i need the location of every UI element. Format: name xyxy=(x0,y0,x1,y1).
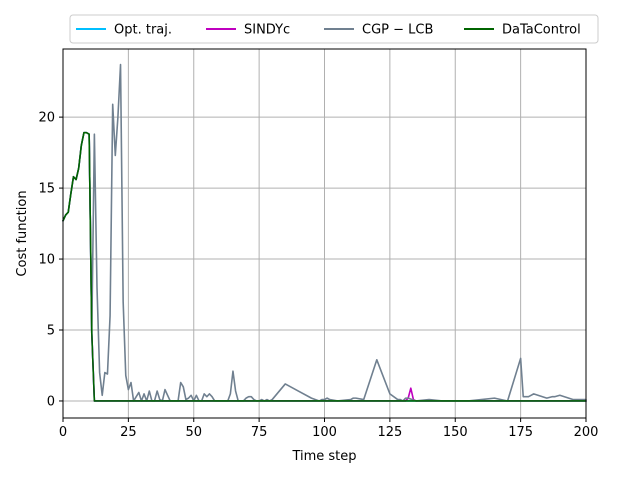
x-tick-label: 0 xyxy=(59,425,67,440)
y-axis-label: Cost function xyxy=(15,190,30,276)
ticks: 0 25 50 75 100 125 150 175 200 0 5 10 15 20 xyxy=(38,111,598,440)
y-tick-label: 20 xyxy=(38,111,55,126)
x-tick-label: 200 xyxy=(574,425,599,440)
x-tick-label: 125 xyxy=(377,425,402,440)
y-tick-label: 5 xyxy=(47,324,55,339)
legend-label-3: DaTaControl xyxy=(502,23,581,38)
y-tick-label: 15 xyxy=(38,182,55,197)
legend-label-0: Opt. traj. xyxy=(114,23,172,38)
x-tick-label: 75 xyxy=(251,425,268,440)
y-tick-label: 10 xyxy=(38,253,55,268)
legend: Opt. traj. SINDYc CGP − LCB DaTaControl xyxy=(69,14,599,44)
x-tick-label: 25 xyxy=(120,425,137,440)
y-tick-label: 0 xyxy=(47,394,55,409)
x-tick-label: 100 xyxy=(312,425,337,440)
legend-label-2: CGP − LCB xyxy=(362,23,433,38)
series-line-3 xyxy=(62,131,587,402)
x-axis-label: Time step xyxy=(291,449,356,464)
legend-label-1: SINDYc xyxy=(244,23,290,38)
x-tick-label: 175 xyxy=(508,425,533,440)
x-tick-label: 150 xyxy=(443,425,468,440)
x-tick-label: 50 xyxy=(185,425,202,440)
series-layer xyxy=(62,63,587,402)
